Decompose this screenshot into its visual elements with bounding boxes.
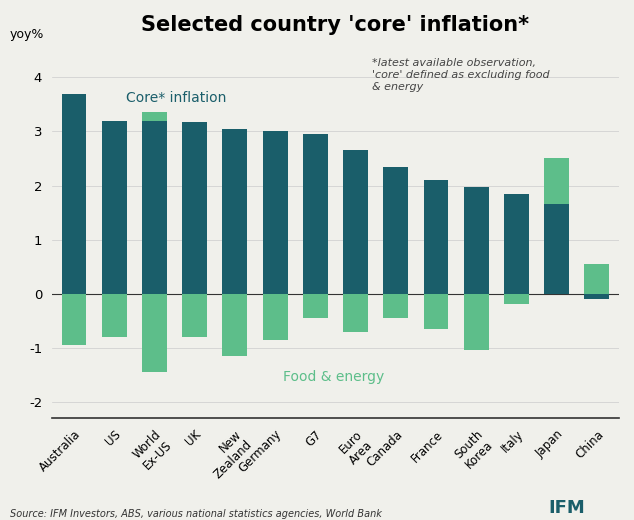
Bar (585, 294, 609, 299)
Bar (262, 132, 288, 294)
Bar (463, 187, 489, 294)
Bar (544, 204, 569, 294)
Bar (182, 294, 207, 337)
Text: Source: IFM Investors, ABS, various national statistics agencies, World Bank: Source: IFM Investors, ABS, various nati… (10, 510, 382, 519)
Bar (101, 294, 127, 337)
Bar (384, 166, 408, 294)
Bar (223, 129, 247, 294)
Text: Core* inflation: Core* inflation (126, 90, 226, 105)
Text: yoy%: yoy% (10, 28, 44, 41)
Bar (343, 294, 368, 332)
Bar (182, 122, 207, 294)
Bar (504, 193, 529, 294)
Text: Food & energy: Food & energy (283, 370, 384, 384)
Bar (101, 121, 127, 294)
Bar (142, 112, 167, 121)
Bar (303, 294, 328, 318)
Bar (504, 294, 529, 305)
Bar (424, 294, 448, 329)
Text: IFM: IFM (548, 499, 585, 517)
Bar (544, 159, 569, 204)
Bar (463, 294, 489, 350)
Bar (303, 134, 328, 294)
Bar (61, 294, 86, 345)
Bar (142, 294, 167, 372)
Text: *latest available observation,
'core' defined as excluding food
& energy: *latest available observation, 'core' de… (372, 58, 549, 92)
Title: Selected country 'core' inflation*: Selected country 'core' inflation* (141, 15, 529, 35)
Bar (343, 150, 368, 294)
Bar (61, 94, 86, 294)
Bar (142, 121, 167, 294)
Bar (262, 294, 288, 340)
Bar (223, 294, 247, 356)
Bar (585, 264, 609, 294)
Bar (384, 294, 408, 318)
Bar (424, 180, 448, 294)
